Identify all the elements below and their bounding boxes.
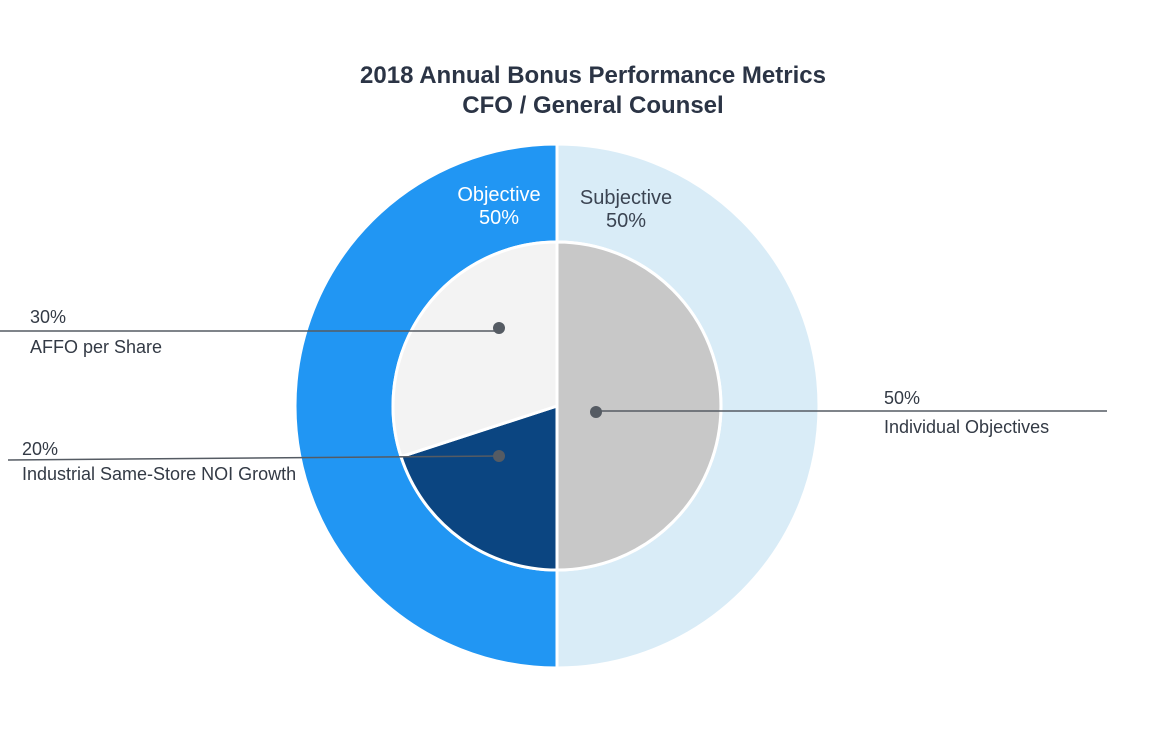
callout-pct-affo: 30% <box>30 307 66 327</box>
inner-slice-industrial-same-store-noi-growth <box>399 403 559 572</box>
callout-dot-noi <box>493 450 505 462</box>
outer-label-objective-value: 50% <box>479 207 519 229</box>
chart-title-line-1: 2018 Annual Bonus Performance Metrics <box>360 62 826 89</box>
callout-name-affo: AFFO per Share <box>30 337 162 357</box>
inner-slice-affo-per-share <box>391 240 559 459</box>
callout-dot-affo <box>493 322 505 334</box>
callout-dot-individual <box>590 406 602 418</box>
outer-label-objective-name: Objective <box>457 184 540 206</box>
inner-pie <box>391 240 723 572</box>
chart-title-line-2: CFO / General Counsel <box>462 92 723 119</box>
callout-line-noi <box>7 455 500 461</box>
callout-name-noi: Industrial Same-Store NOI Growth <box>22 464 296 484</box>
callout-name-individual: Individual Objectives <box>884 417 1049 437</box>
callouts <box>0 322 1107 462</box>
outer-label-subjective-value: 50% <box>606 210 646 232</box>
inner-slice-individual-objectives <box>555 240 723 572</box>
callout-pct-noi: 20% <box>22 439 58 459</box>
outer-label-subjective-name: Subjective <box>580 187 672 209</box>
callout-pct-individual: 50% <box>884 388 920 408</box>
